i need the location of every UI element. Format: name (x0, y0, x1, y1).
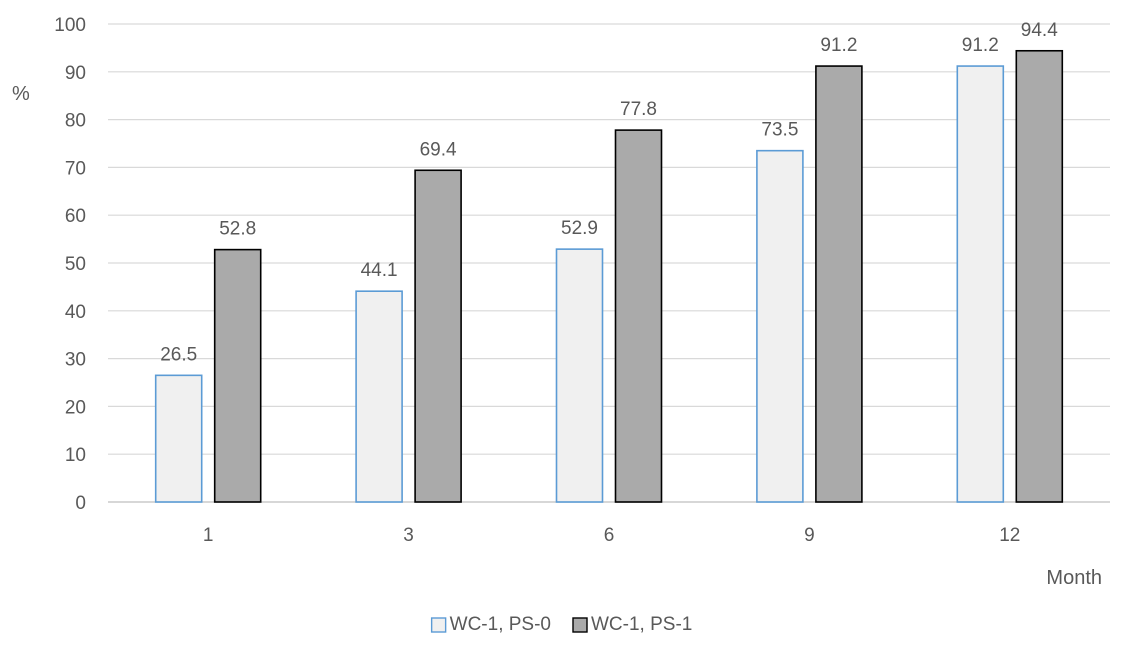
data-label-s1-6: 52.9 (561, 218, 598, 239)
legend-swatch (430, 617, 447, 633)
y-axis-title: % (12, 83, 30, 105)
legend-label: WC-1, PS-0 (450, 614, 551, 635)
legend-item-1: WC-1, PS-0 (430, 614, 551, 635)
bar-s2-1 (213, 248, 262, 503)
x-tick-label: 12 (999, 525, 1020, 546)
y-tick-label: 40 (65, 302, 86, 323)
y-tick-label: 20 (65, 397, 86, 418)
x-tick-label: 6 (604, 525, 615, 546)
bar-s1-12 (956, 65, 1005, 503)
data-label-s2-12: 94.4 (1021, 20, 1058, 41)
data-label-s2-3: 69.4 (420, 139, 457, 160)
bar-s2-6 (614, 129, 663, 503)
y-axis-ticks: 0 10 20 30 40 50 60 70 80 90 100 (54, 15, 86, 514)
y-tick-label: 90 (65, 63, 86, 84)
y-tick-label: 100 (54, 15, 86, 36)
y-tick-label: 0 (75, 493, 86, 514)
x-axis-ticks: 1 3 6 9 12 (203, 525, 1020, 546)
y-tick-label: 80 (65, 111, 86, 132)
data-label-s2-9: 91.2 (820, 35, 857, 56)
data-label-s2-6: 77.8 (620, 99, 657, 120)
bar-s2-12 (1015, 49, 1064, 503)
x-tick-label: 3 (403, 525, 414, 546)
data-label-s2-1: 52.8 (219, 219, 256, 240)
x-tick-label: 9 (804, 525, 815, 546)
x-axis-title: Month (1046, 567, 1102, 589)
data-label-s1-12: 91.2 (962, 35, 999, 56)
legend: WC-1, PS-0 WC-1, PS-1 (430, 614, 692, 635)
gridlines (108, 23, 1110, 503)
data-label-s1-9: 73.5 (761, 120, 798, 141)
y-tick-label: 50 (65, 254, 86, 275)
y-tick-label: 30 (65, 350, 86, 371)
bar-s1-3 (355, 290, 403, 503)
x-tick-label: 1 (203, 525, 214, 546)
data-label-s1-3: 44.1 (361, 260, 398, 281)
bar-s1-6 (555, 248, 604, 503)
bars (154, 49, 1064, 503)
y-tick-label: 10 (65, 445, 86, 466)
data-labels: 26.5 52.8 44.1 69.4 52.9 77.8 73.5 91.2 91.2 94.4 (160, 20, 1058, 366)
bar-s1-9 (756, 149, 804, 503)
legend-swatch (572, 617, 588, 633)
bar-s1-1 (154, 374, 203, 503)
bar-s2-3 (414, 169, 462, 503)
y-tick-label: 60 (65, 206, 86, 227)
y-tick-label: 70 (65, 158, 86, 179)
data-label-s1-1: 26.5 (160, 344, 197, 365)
legend-item-2: WC-1, PS-1 (572, 614, 692, 635)
legend-label: WC-1, PS-1 (591, 614, 692, 635)
bar-s2-9 (815, 65, 863, 503)
